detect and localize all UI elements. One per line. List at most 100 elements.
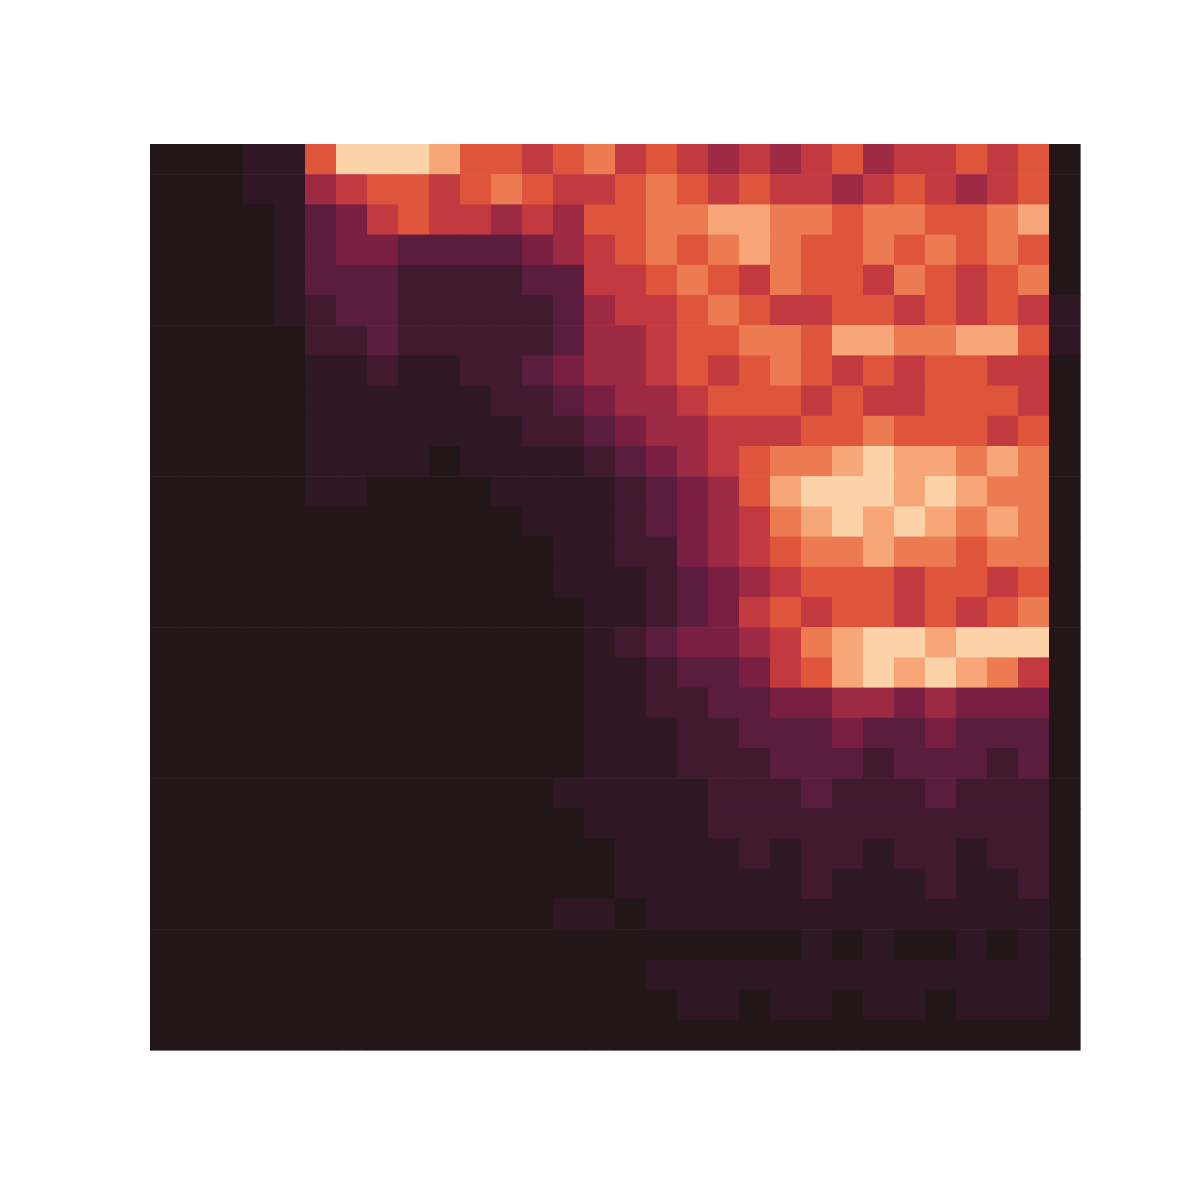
heatmap-cell xyxy=(1018,386,1050,417)
heatmap-cell xyxy=(925,295,957,326)
heatmap-cell xyxy=(956,174,988,205)
heatmap-cell xyxy=(305,929,337,960)
heatmap-cell xyxy=(1018,416,1050,447)
heatmap-cell xyxy=(770,959,802,990)
heatmap-cell xyxy=(305,869,337,900)
heatmap-cell xyxy=(615,959,647,990)
heatmap-cell xyxy=(801,778,833,809)
heatmap-cell xyxy=(522,808,554,839)
heatmap-cell xyxy=(832,597,864,628)
heatmap-cell xyxy=(1049,446,1081,477)
heatmap-cell xyxy=(1049,144,1081,175)
heatmap-cell xyxy=(181,718,213,749)
heatmap-cell xyxy=(243,506,275,537)
heatmap-cell xyxy=(801,597,833,628)
heatmap-cell xyxy=(770,899,802,930)
heatmap-cell xyxy=(925,839,957,870)
heatmap-cell xyxy=(801,416,833,447)
heatmap-cell xyxy=(646,718,678,749)
heatmap-cell xyxy=(677,174,709,205)
heatmap-cell xyxy=(367,446,399,477)
heatmap-cell xyxy=(863,265,895,296)
heatmap-cell xyxy=(274,990,306,1021)
heatmap-cell xyxy=(956,959,988,990)
heatmap-cell xyxy=(460,808,492,839)
heatmap-cell xyxy=(1049,627,1081,658)
heatmap-cell xyxy=(1049,204,1081,235)
heatmap-cell xyxy=(553,416,585,447)
heatmap-cell xyxy=(429,386,461,417)
heatmap-cell xyxy=(274,597,306,628)
heatmap-cell xyxy=(553,144,585,175)
heatmap-cell xyxy=(181,416,213,447)
heatmap-cell xyxy=(553,265,585,296)
heatmap-cell xyxy=(615,657,647,688)
heatmap-cell xyxy=(987,778,1019,809)
heatmap-cell xyxy=(863,869,895,900)
heatmap-cell xyxy=(491,990,523,1021)
heatmap-cell xyxy=(243,688,275,719)
heatmap-cell xyxy=(863,144,895,175)
heatmap-cell xyxy=(460,688,492,719)
heatmap-cell xyxy=(832,627,864,658)
heatmap-cell xyxy=(863,808,895,839)
heatmap-cell xyxy=(770,446,802,477)
heatmap-cell xyxy=(925,446,957,477)
heatmap-cell xyxy=(646,748,678,779)
heatmap-cell xyxy=(1018,778,1050,809)
heatmap-cell xyxy=(739,174,771,205)
heatmap-cell xyxy=(212,476,244,507)
heatmap-cell xyxy=(739,778,771,809)
heatmap-cell xyxy=(739,597,771,628)
heatmap-cell xyxy=(522,778,554,809)
heatmap-cell xyxy=(987,174,1019,205)
heatmap-cell xyxy=(553,688,585,719)
heatmap-cell xyxy=(863,446,895,477)
heatmap-cell xyxy=(367,537,399,568)
heatmap-cell xyxy=(956,718,988,749)
heatmap-cell xyxy=(398,808,430,839)
heatmap-cell xyxy=(739,839,771,870)
heatmap-cell xyxy=(429,808,461,839)
heatmap-cell xyxy=(367,355,399,386)
heatmap-cell xyxy=(925,567,957,598)
heatmap-cell xyxy=(212,869,244,900)
heatmap-cell xyxy=(584,627,616,658)
heatmap-cell xyxy=(584,718,616,749)
heatmap-cell xyxy=(336,235,368,266)
heatmap-cell xyxy=(677,688,709,719)
heatmap-cell xyxy=(646,235,678,266)
heatmap-cell xyxy=(894,869,926,900)
heatmap-cell xyxy=(429,567,461,598)
heatmap-cell xyxy=(553,929,585,960)
heatmap-cell xyxy=(429,869,461,900)
heatmap-cell xyxy=(832,355,864,386)
heatmap-cell xyxy=(708,537,740,568)
heatmap-cell xyxy=(708,295,740,326)
heatmap-cell xyxy=(801,627,833,658)
heatmap-cell xyxy=(367,295,399,326)
heatmap-cell xyxy=(274,718,306,749)
heatmap-cell xyxy=(460,597,492,628)
heatmap-cell xyxy=(925,959,957,990)
heatmap-cell xyxy=(429,204,461,235)
heatmap-cell xyxy=(584,537,616,568)
heatmap-cell xyxy=(367,748,399,779)
heatmap-cell xyxy=(677,325,709,356)
heatmap-cell xyxy=(336,597,368,628)
heatmap-cell xyxy=(801,144,833,175)
heatmap-cell xyxy=(336,869,368,900)
heatmap-cell xyxy=(894,597,926,628)
heatmap-cell xyxy=(584,657,616,688)
heatmap-cell xyxy=(801,688,833,719)
heatmap-cell xyxy=(398,899,430,930)
heatmap-cell xyxy=(832,537,864,568)
heatmap-cell xyxy=(584,839,616,870)
heatmap-cell xyxy=(429,506,461,537)
heatmap-cell xyxy=(584,748,616,779)
heatmap-cell xyxy=(956,839,988,870)
heatmap-cell xyxy=(212,416,244,447)
heatmap-cell xyxy=(181,567,213,598)
heatmap-cell xyxy=(429,416,461,447)
heatmap-cell xyxy=(274,204,306,235)
